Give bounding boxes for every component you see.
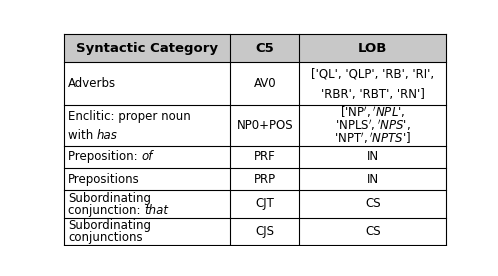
- Text: Adverbs: Adverbs: [68, 77, 116, 90]
- Text: conjunctions: conjunctions: [68, 231, 142, 244]
- Text: 'RBR', 'RBT', 'RN']: 'RBR', 'RBT', 'RN']: [321, 87, 425, 100]
- Text: 'NPLS$', 'NPS$',: 'NPLS$', 'NPS$',: [335, 118, 411, 133]
- Text: has: has: [97, 129, 118, 142]
- Text: Preposition:: Preposition:: [68, 150, 141, 163]
- Text: with: with: [68, 129, 97, 142]
- Bar: [64, 34, 446, 62]
- Text: PRP: PRP: [253, 173, 276, 186]
- Text: conjunction:: conjunction:: [68, 204, 144, 217]
- Text: CJS: CJS: [255, 225, 274, 238]
- Text: ['QL', 'QLP', 'RB', 'RI',: ['QL', 'QLP', 'RB', 'RI',: [311, 68, 434, 81]
- Text: of: of: [141, 150, 153, 163]
- Text: CS: CS: [365, 198, 380, 211]
- Text: CJT: CJT: [255, 198, 274, 211]
- Text: AV0: AV0: [253, 77, 276, 90]
- Text: Subordinating: Subordinating: [68, 192, 151, 205]
- Text: that: that: [144, 204, 168, 217]
- Text: Syntactic Category: Syntactic Category: [76, 42, 218, 55]
- Text: C5: C5: [255, 42, 274, 55]
- Text: ['NP$', 'NPL$',: ['NP$', 'NPL$',: [340, 105, 405, 120]
- Text: IN: IN: [367, 150, 379, 163]
- Text: IN: IN: [367, 173, 379, 186]
- Text: CS: CS: [365, 225, 380, 238]
- Text: Prepositions: Prepositions: [68, 173, 140, 186]
- Text: LOB: LOB: [358, 42, 387, 55]
- Text: 'NPT$', 'NPTS$']: 'NPT$', 'NPTS$']: [334, 131, 411, 146]
- Text: PRF: PRF: [254, 150, 276, 163]
- Text: Subordinating: Subordinating: [68, 219, 151, 232]
- Text: NP0+POS: NP0+POS: [237, 119, 293, 132]
- Text: Enclitic: proper noun: Enclitic: proper noun: [68, 110, 191, 123]
